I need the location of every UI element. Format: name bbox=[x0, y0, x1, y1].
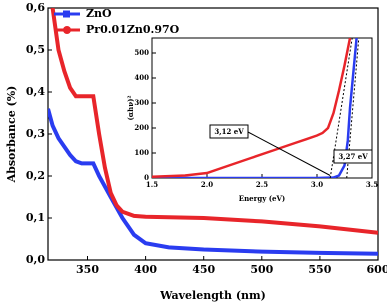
x-tick-label: 2.0 bbox=[201, 180, 213, 189]
y-tick-label: 0,3 bbox=[26, 127, 45, 140]
y-tick-label: 0,2 bbox=[26, 169, 45, 182]
x-tick-label: 500 bbox=[250, 263, 273, 276]
y-tick-label: 200 bbox=[134, 123, 149, 132]
y-tick-label: 0 bbox=[144, 173, 149, 182]
legend-label: Pr0.01Zn0.97O bbox=[86, 23, 180, 36]
series-line bbox=[50, 8, 378, 235]
x-tick-label: 3.0 bbox=[311, 180, 323, 189]
annotation: 3,12 eV bbox=[214, 127, 244, 136]
legend-marker bbox=[63, 26, 71, 34]
inset-x-title: Energy (eV) bbox=[239, 194, 285, 203]
y-axis-title: Absorbance (%) bbox=[5, 86, 18, 184]
annotation-arrow bbox=[247, 131, 331, 176]
y-tick-label: 0,1 bbox=[26, 211, 45, 224]
y-tick-label: 300 bbox=[134, 98, 149, 107]
legend: ZnO Pr0.01Zn0.97O bbox=[54, 7, 180, 36]
x-tick-label: 1.5 bbox=[146, 180, 158, 189]
x-tick-label: 450 bbox=[192, 263, 215, 276]
series-line bbox=[152, 38, 352, 178]
x-tick-label: 2.5 bbox=[256, 180, 268, 189]
series-line bbox=[48, 108, 378, 256]
chart-group: 1.5 2.0 2.5 3.0 3.5 0 100 200 300 400 500 Energy (e… bbox=[126, 37, 378, 203]
y-tick-label: 100 bbox=[134, 148, 149, 157]
inset-y-title: (αhν)² bbox=[126, 95, 135, 120]
y-tick-label: 0,6 bbox=[26, 1, 45, 14]
y-tick-label: 0,4 bbox=[26, 85, 45, 98]
x-tick-label: 350 bbox=[76, 263, 99, 276]
legend-label: ZnO bbox=[86, 7, 112, 20]
x-tick-label: 550 bbox=[308, 263, 331, 276]
tangent bbox=[346, 37, 360, 179]
x-tick-label: 600 bbox=[367, 263, 387, 276]
legend-marker bbox=[63, 10, 70, 18]
annotation: 3,27 eV bbox=[338, 152, 368, 161]
x-tick-label: 3.5 bbox=[366, 180, 378, 189]
y-tick-label: 0,5 bbox=[26, 43, 45, 56]
x-axis-title: Wavelength (nm) bbox=[159, 289, 266, 302]
y-tick-label: 0,0 bbox=[26, 253, 45, 266]
x-tick-label: 400 bbox=[134, 263, 157, 276]
series-line bbox=[152, 38, 358, 178]
y-tick-label: 500 bbox=[134, 48, 149, 57]
y-tick-label: 400 bbox=[134, 73, 149, 82]
annotation-box bbox=[333, 149, 373, 164]
annotation-box bbox=[209, 124, 249, 139]
chart-group: 350 400 450 500 550 600 0,0 0,1 0,2 0,3 0,4 0,5 0,6 bbox=[26, 1, 387, 276]
